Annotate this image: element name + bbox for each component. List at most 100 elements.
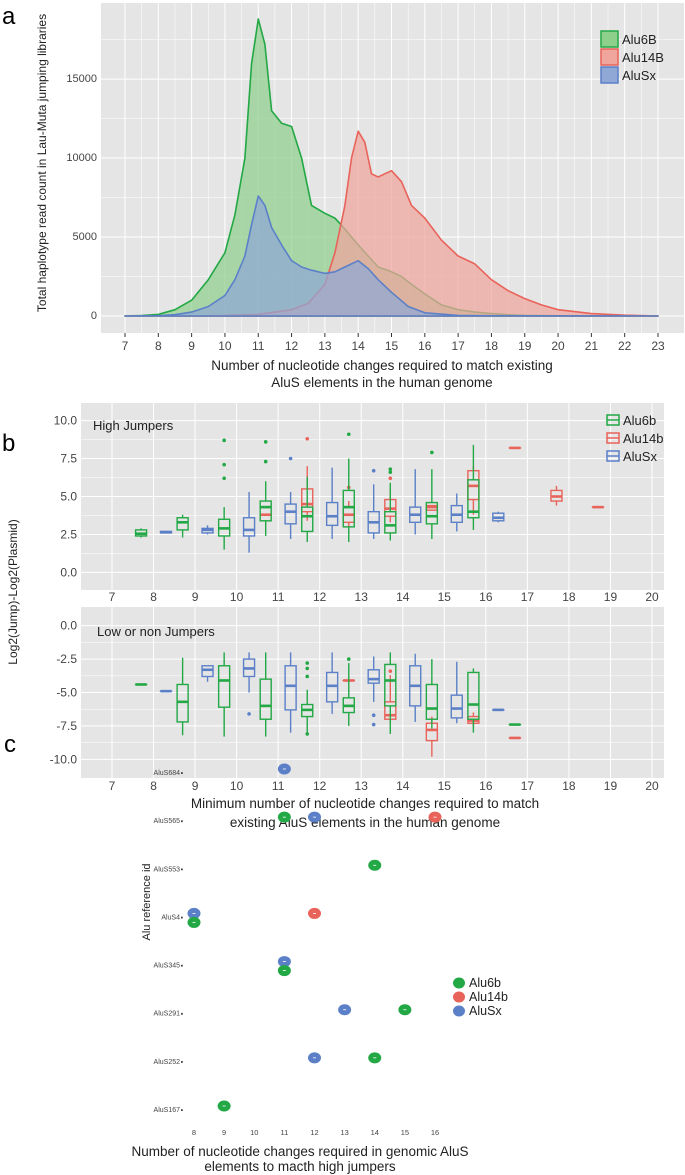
box-outlier <box>430 450 434 455</box>
chart-c-xlabel-2: elements to macth high jumpers <box>204 1159 396 1174</box>
box-outlier <box>222 462 226 467</box>
x-tick-label-c: 9 <box>222 1128 226 1137</box>
box-outlier <box>305 732 310 736</box>
x-tick-label-b-bottom: 8 <box>150 779 157 793</box>
chart-b-strip-low: Low or non Jumpers <box>97 624 215 639</box>
chart-b-strip-high: High Jumpers <box>93 418 174 433</box>
chart-b-legend: Alu6b Alu14b AluSx <box>606 413 663 464</box>
box-red-18 <box>550 485 563 506</box>
panel-letter-c: c <box>4 731 16 758</box>
legend-a-label-alu6b: Alu6B <box>622 32 657 47</box>
box-iqr <box>259 500 272 522</box>
x-tick-label-c: 8 <box>192 1128 196 1137</box>
y-tick-label-a: 15000 <box>66 73 97 85</box>
x-tick-label-c: 12 <box>310 1128 318 1137</box>
box-iqr <box>284 503 297 525</box>
y-tick-c <box>181 772 183 774</box>
box-outlier <box>247 712 251 716</box>
box-green-11 <box>259 440 272 536</box>
x-tick-label-a: 15 <box>385 339 399 353</box>
x-tick-label-a: 9 <box>188 339 195 353</box>
legend-c-dot-alu6b <box>453 977 465 989</box>
y-tick-label-b: -2.5 <box>56 652 77 666</box>
box-outlier <box>371 713 376 718</box>
chart-a-xlabel-2: AluS elements in the human genome <box>271 375 492 390</box>
box-blue-13 <box>367 468 380 540</box>
x-tick-label-b-top: 9 <box>192 590 199 604</box>
chart-b-xlabel-2: existing AluS elements in the human geno… <box>230 815 500 830</box>
box-outlier <box>305 666 310 671</box>
legend-a-swatch-alu14b <box>600 48 619 66</box>
box-outlier <box>388 669 393 673</box>
x-tick-label-a: 21 <box>585 339 599 353</box>
box-iqr <box>201 665 214 678</box>
y-tick-label-c: AluS291 <box>154 1011 181 1018</box>
box-blue-13 <box>367 656 380 727</box>
panel-letter-b: b <box>2 430 15 457</box>
x-tick-label-b-bottom: 20 <box>645 779 659 793</box>
box-outlier <box>288 456 293 461</box>
box-iqr <box>467 671 480 720</box>
y-tick-label-b: 10.0 <box>54 414 78 428</box>
x-tick-label-a: 18 <box>485 339 499 353</box>
x-tick-label-b-bottom: 15 <box>438 779 452 793</box>
box-green-15 <box>425 450 439 540</box>
x-tick-label-a: 7 <box>122 339 129 353</box>
box-iqr <box>342 489 355 528</box>
x-tick-label-b-bottom: 16 <box>479 779 493 793</box>
x-tick-label-a: 16 <box>418 339 432 353</box>
y-tick-c <box>181 964 183 967</box>
box-iqr <box>217 665 231 708</box>
legend-c-dot-alu14b <box>453 991 465 1003</box>
box-outlier <box>222 438 226 443</box>
x-tick-label-a: 12 <box>285 339 299 353</box>
x-tick-label-c: 11 <box>280 1128 288 1137</box>
y-tick-c <box>181 868 183 871</box>
legend-b-key-alu6b <box>606 414 620 426</box>
legend-b-label-alu6b: Alu6b <box>623 413 656 428</box>
box-green-10 <box>217 652 231 737</box>
box-iqr <box>284 665 297 711</box>
box-outlier <box>305 661 310 665</box>
y-tick-label-c: AluS684 <box>154 770 181 777</box>
y-tick-c <box>181 1109 183 1111</box>
x-tick-label-a: 13 <box>318 339 332 353</box>
y-tick-label-a: 5000 <box>73 231 97 243</box>
box-blue-9 <box>201 525 214 535</box>
box-blue-14 <box>409 653 422 722</box>
x-tick-label-b-top: 12 <box>313 590 327 604</box>
box-outlier <box>388 470 393 475</box>
legend-c-label-alusx: AluSx <box>469 1004 502 1018</box>
x-tick-label-a: 22 <box>618 339 632 353</box>
box-iqr <box>467 479 480 519</box>
box-blue-11 <box>284 456 297 540</box>
chart-b-ylabel: Log2(Jump)-Log2(Plasmid) <box>6 519 20 664</box>
x-tick-label-a: 8 <box>155 339 162 353</box>
box-outlier <box>371 468 376 473</box>
legend-a-swatch-alusx <box>600 66 619 84</box>
box-blue-14 <box>409 469 422 535</box>
x-tick-label-b-top: 19 <box>604 590 618 604</box>
box-green-10 <box>217 438 231 550</box>
box-green-12 <box>301 661 314 736</box>
box-outlier <box>305 674 310 679</box>
x-tick-label-a: 23 <box>651 339 665 353</box>
box-blue-10 <box>242 491 256 553</box>
box-blue-12 <box>325 652 339 714</box>
box-iqr <box>325 671 339 703</box>
legend-a-swatch-alu6b <box>600 30 619 48</box>
y-tick-label-c: AluS4 <box>161 914 180 921</box>
chart-c-ylabel: Alu reference id <box>141 863 153 940</box>
legend-b-label-alu14b: Alu14b <box>623 431 663 446</box>
x-tick-label-c: 14 <box>371 1128 379 1137</box>
box-iqr <box>367 669 380 684</box>
x-tick-label-c: 13 <box>340 1128 348 1137</box>
area-alusx <box>124 195 659 317</box>
box-green-11 <box>259 652 272 737</box>
box-green-16 <box>467 444 480 530</box>
x-tick-label-b-top: 16 <box>479 590 493 604</box>
legend-a-label-alu14b: Alu14B <box>622 50 664 65</box>
box-blue-11 <box>284 652 297 733</box>
y-tick-label-c: AluS252 <box>154 1059 181 1066</box>
